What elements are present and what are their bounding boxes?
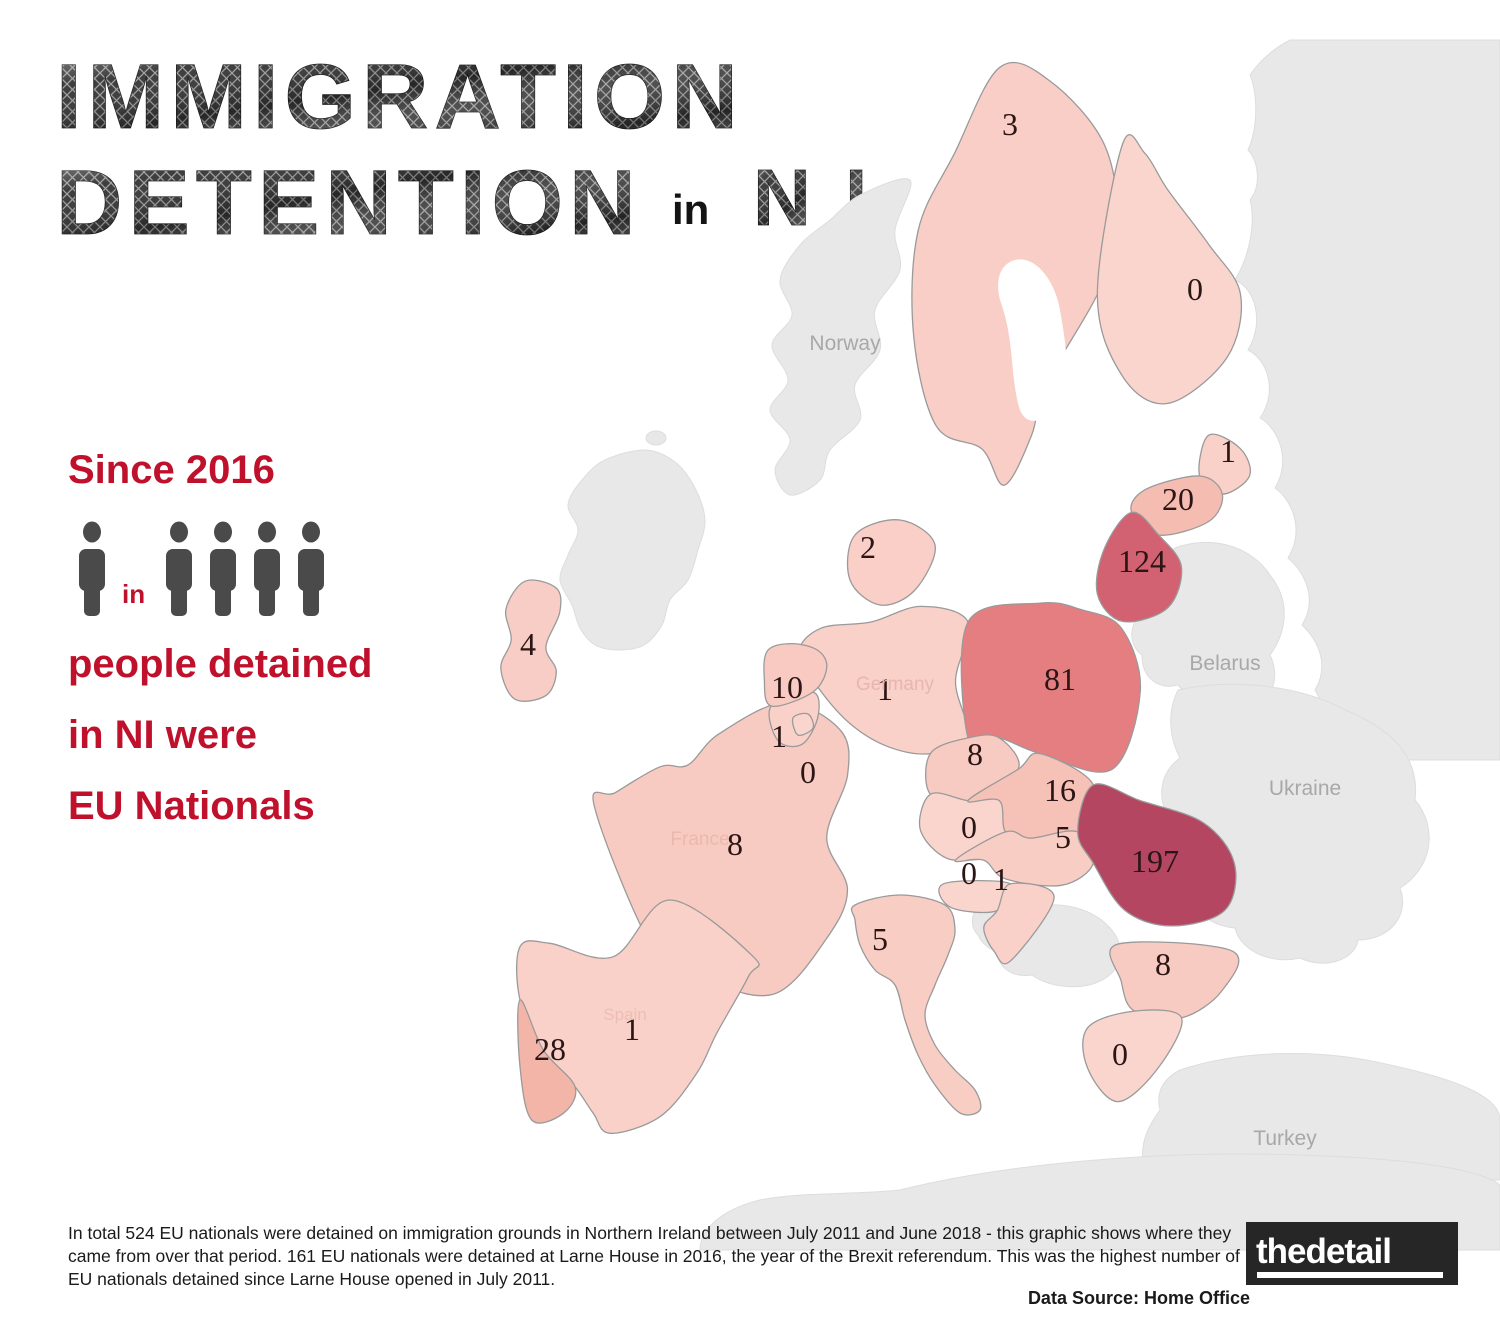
svg-text:1: 1	[771, 718, 787, 754]
svg-text:2: 2	[860, 529, 876, 565]
svg-text:0: 0	[800, 754, 816, 790]
svg-text:28: 28	[534, 1031, 566, 1067]
svg-text:0: 0	[1112, 1036, 1128, 1072]
svg-text:thedetail: thedetail	[1256, 1232, 1391, 1271]
svg-text:France: France	[670, 829, 729, 850]
svg-text:Spain: Spain	[603, 1005, 646, 1024]
svg-text:0: 0	[1187, 271, 1203, 307]
svg-text:5: 5	[1055, 819, 1071, 855]
svg-text:0: 0	[961, 855, 977, 891]
svg-text:Germany: Germany	[856, 674, 935, 695]
svg-text:0: 0	[961, 809, 977, 845]
svg-text:5: 5	[872, 921, 888, 957]
svg-text:Turkey: Turkey	[1253, 1127, 1317, 1150]
svg-text:Ukraine: Ukraine	[1269, 777, 1341, 800]
svg-text:16: 16	[1044, 772, 1076, 808]
svg-text:1: 1	[993, 861, 1009, 897]
svg-text:197: 197	[1131, 843, 1179, 879]
svg-text:20: 20	[1162, 481, 1194, 517]
svg-text:Norway: Norway	[809, 332, 881, 355]
svg-text:10: 10	[771, 669, 803, 705]
svg-text:8: 8	[1155, 946, 1171, 982]
svg-text:4: 4	[520, 626, 536, 662]
svg-text:81: 81	[1044, 661, 1076, 697]
svg-text:Belarus: Belarus	[1189, 652, 1260, 675]
svg-text:124: 124	[1118, 543, 1166, 579]
svg-text:1: 1	[1220, 433, 1236, 469]
svg-text:3: 3	[1002, 106, 1018, 142]
svg-text:8: 8	[967, 736, 983, 772]
